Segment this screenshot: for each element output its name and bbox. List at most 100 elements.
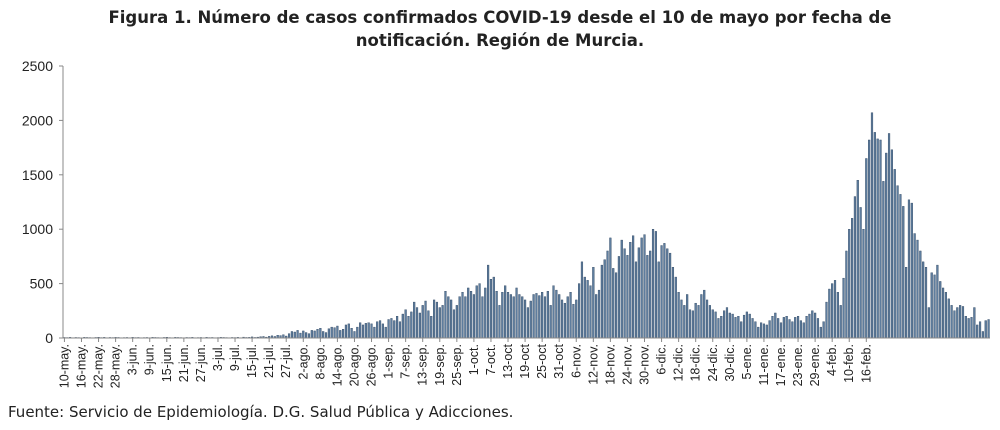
bar: [364, 323, 367, 339]
bar: [384, 326, 387, 339]
x-tick-label: 17-ene.: [774, 344, 788, 386]
bar: [447, 296, 450, 339]
bar: [671, 267, 675, 339]
bar: [433, 299, 436, 339]
bar: [944, 292, 947, 339]
bar: [907, 199, 911, 339]
bar: [868, 139, 871, 339]
x-tick-label: 6-dic.: [655, 344, 669, 375]
bar: [435, 301, 439, 339]
bar: [609, 237, 612, 339]
bar: [711, 309, 714, 339]
bar: [970, 317, 973, 339]
bar: [310, 330, 313, 339]
bar: [833, 280, 837, 339]
bar: [845, 250, 848, 339]
bar: [984, 320, 987, 339]
bar: [347, 323, 350, 339]
bar: [978, 321, 982, 339]
x-tick-label: 30-nov.: [638, 344, 652, 385]
bar: [717, 318, 720, 339]
x-tick-label: 20-ago.: [347, 344, 361, 386]
bar: [862, 228, 865, 339]
bar: [788, 319, 791, 339]
bar: [521, 296, 524, 339]
bar: [754, 321, 757, 339]
bar: [444, 291, 447, 339]
bar: [961, 306, 965, 339]
bar: [913, 233, 916, 339]
bar: [680, 299, 683, 339]
bar: [296, 330, 299, 339]
bar: [501, 292, 504, 339]
bar: [538, 295, 541, 339]
bar: [504, 285, 507, 339]
bar: [782, 317, 785, 339]
bar: [697, 305, 700, 339]
bar: [293, 331, 296, 339]
bar: [305, 332, 308, 339]
x-tick-label: 18-dic.: [689, 344, 703, 382]
bar: [760, 322, 763, 339]
bar: [899, 194, 902, 339]
bar: [799, 320, 802, 339]
bar: [836, 292, 839, 339]
bar: [506, 292, 510, 339]
bar: [629, 242, 632, 339]
bar: [415, 307, 419, 339]
bar: [981, 331, 984, 339]
bar: [586, 280, 589, 339]
bar: [771, 316, 774, 339]
bar: [856, 180, 859, 339]
bar: [822, 321, 825, 339]
bar: [549, 305, 552, 339]
bar: [393, 320, 396, 339]
bar: [387, 319, 390, 339]
bar: [831, 283, 834, 339]
bar: [535, 293, 538, 339]
bar: [381, 323, 384, 339]
bar: [637, 247, 640, 339]
bar: [484, 287, 487, 339]
bar: [361, 324, 365, 339]
chart-title-line-1: Figura 1. Número de casos confirmados CO…: [108, 8, 892, 27]
x-tick-label: 27-jul.: [279, 344, 293, 378]
bar: [842, 277, 845, 339]
bar: [495, 291, 498, 339]
y-tick-label: 500: [30, 276, 54, 292]
bar: [657, 261, 660, 339]
x-tick-label: 2-ago.: [296, 344, 310, 379]
bar: [566, 296, 569, 339]
x-tick-label: 26-ago.: [365, 344, 379, 386]
bar: [902, 206, 905, 339]
x-tick-label: 15-jun.: [160, 344, 174, 382]
bar-chart: 0 500 1000 1500 2000 2500 10-may. 16-may. 22-ma…: [22, 58, 990, 388]
bar: [398, 321, 402, 339]
bar: [458, 296, 461, 339]
x-tick-label: 28-may.: [109, 344, 123, 388]
bar: [757, 326, 760, 339]
bar: [290, 331, 293, 339]
bar: [740, 321, 743, 339]
bar: [643, 234, 646, 339]
x-axis: 10-may. 16-may. 22-may. 28-may. 3-jun. 9-jun.…: [57, 337, 990, 388]
bar: [464, 296, 467, 339]
bar: [524, 299, 527, 339]
bar: [674, 276, 677, 339]
chart-title: Figura 1. Número de casos confirmados CO…: [0, 6, 1000, 52]
bar: [617, 256, 620, 339]
bar: [319, 328, 322, 339]
bar: [922, 261, 925, 339]
bar: [560, 299, 564, 339]
bar: [916, 239, 919, 339]
bar: [691, 310, 694, 339]
x-tick-label: 8-ago.: [313, 344, 327, 379]
bar: [378, 320, 382, 339]
bar: [552, 285, 555, 339]
x-tick-label: 19-sep.: [433, 344, 447, 386]
bar: [512, 296, 515, 339]
bar: [859, 207, 862, 339]
bar: [956, 307, 959, 339]
bar: [367, 322, 370, 339]
x-tick-label: 7-oct.: [484, 344, 498, 375]
